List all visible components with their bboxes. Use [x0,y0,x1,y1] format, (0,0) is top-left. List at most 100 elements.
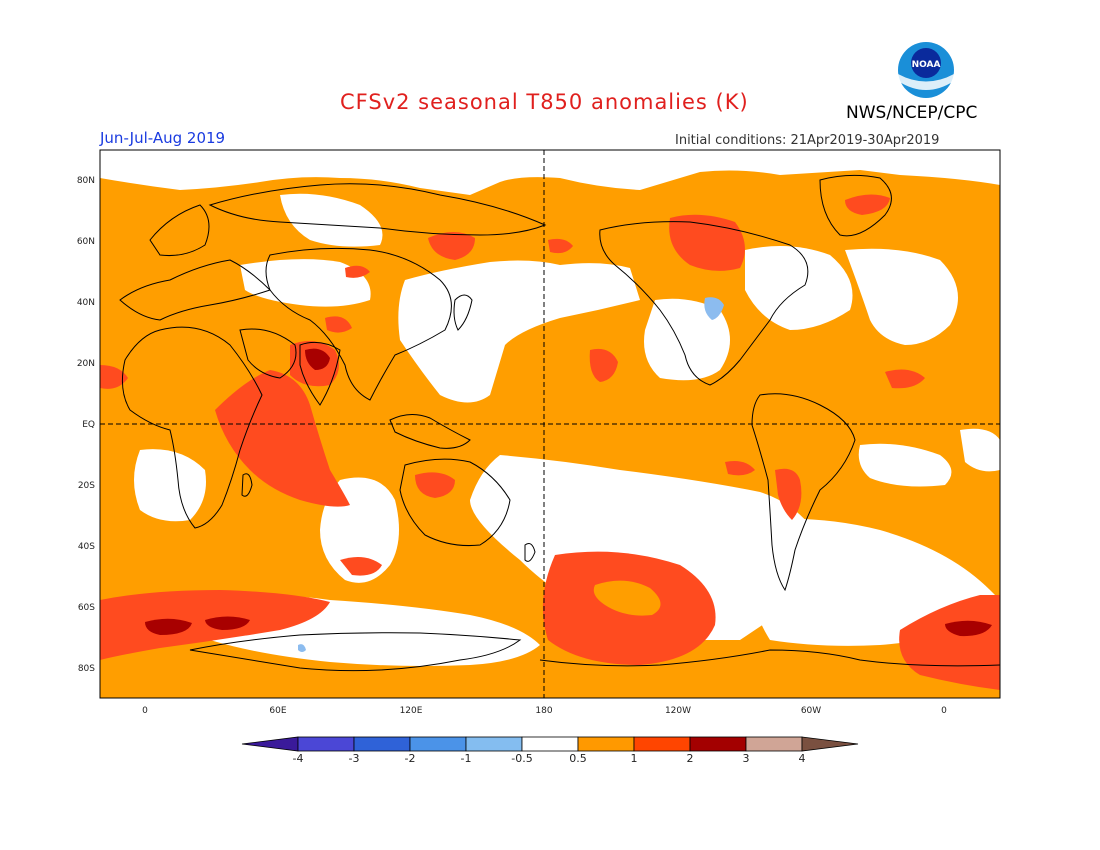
lon-label-60w: 60W [800,706,822,716]
lat-label-20s: 20S [77,481,95,491]
coast-india [299,341,341,406]
neutral-tropical-pacific [470,455,823,640]
agency-label: NWS/NCEP/CPC [846,103,978,123]
warm-southern-ocean-east [899,595,1000,690]
hot-southern-ocean-1 [145,618,192,635]
warm-northwest-australia [415,472,455,498]
chart-title: CFSv2 seasonal T850 anomalies (K) [340,90,749,114]
hot-southern-ocean-2 [205,616,250,630]
lat-label-40s: 40S [77,542,95,552]
colorbar-segment [465,736,523,752]
coast-south-america [751,393,856,592]
coast-asia [265,247,452,401]
neutral-west-africa [134,449,206,522]
coast-australia [399,458,511,546]
warm-middle-east-patch [325,316,352,333]
forecast-period: Jun-Jul-Aug 2019 [100,129,226,147]
coast-madagascar [241,473,253,497]
warm-greenland-patch [845,194,890,215]
coast-scandinavia [149,204,210,256]
lon-label-60e: 60E [269,706,287,716]
cool-regions [298,297,724,652]
colorbar-label-4: 4 [798,752,806,765]
coast-antarctica [189,632,1000,672]
warm-south-america [775,468,802,520]
colorbar-label-neg3: -3 [348,752,360,765]
warm-1-2K-regions [100,194,1000,690]
coast-siberia-arctic [208,183,547,236]
warm-canada [669,214,745,271]
warm-2-3K-regions [145,348,992,637]
cool-antarctic-patch [298,644,306,652]
colorbar-segment [745,736,803,752]
lon-label-120w: 120W [664,706,692,716]
lat-label-60n: 60N [76,237,95,247]
noaa-logo: NOAA [894,41,958,99]
neutral-regions [100,150,1000,666]
noaa-logo-text: NOAA [912,60,941,70]
colorbar-label-neg05: -0.5 [511,752,533,765]
lat-label-40n: 40N [76,298,95,308]
neutral-south-atlantic [858,443,952,487]
colorbar-segment [353,736,411,752]
lat-label-eq: EQ [82,420,95,430]
neutral-north-atlantic [845,248,958,345]
coast-japan [453,294,473,331]
colorbar-label-2: 2 [686,752,694,765]
warm-east-atlantic-patch [885,369,925,389]
lat-label-20n: 20N [76,359,95,369]
neutral-north-pacific [398,260,640,403]
coast-new-zealand [524,543,536,562]
colorbar-segments [241,736,859,752]
warm-east-pacific-patch [589,348,618,382]
coast-arabia [239,328,297,379]
colorbar-arrow-right [801,736,859,752]
colorbar-segment [521,736,579,752]
colorbar-label-neg1: -1 [460,752,472,765]
coast-greenland [819,174,892,237]
neutral-north-america [745,246,853,330]
coastlines [119,174,1000,672]
neutral-eurasia [280,193,383,247]
colorbar-segment [409,736,467,752]
lon-label-0-east: 0 [941,706,947,716]
hot-southern-ocean-3 [945,620,992,637]
colorbar-segment [689,736,747,752]
coast-maritime [389,414,471,449]
colorbar-segment [297,736,355,752]
warm-caspian-patch [345,265,370,278]
cool-north-america [704,297,724,320]
lon-label-180: 180 [535,706,553,716]
neutral-east-pacific [644,298,730,381]
lat-label-80n: 80N [76,176,95,186]
colorbar-label-neg2: -2 [404,752,416,765]
colorbar-label-neg4: -4 [292,752,304,765]
colorbar-arrow-left [241,736,299,752]
anomaly-field [100,150,1000,698]
colorbar-label-1: 1 [630,752,638,765]
neutral-east-atlantic-tropics [960,428,1000,472]
inner-cooler-core [593,580,661,616]
lat-label-80s: 80S [77,664,95,674]
warm-south-indian-patch [340,556,382,576]
lon-label-0: 0 [142,706,148,716]
warm-south-east-pacific-patch [725,461,755,476]
coast-africa [121,326,263,529]
neutral-central-asia [240,259,371,307]
initial-conditions: Initial conditions: 21Apr2019-30Apr2019 [675,133,940,148]
colorbar-label-3: 3 [742,752,750,765]
lon-label-120e: 120E [399,706,423,716]
coast-north-america [599,221,809,386]
warm-bering-patch [548,238,573,254]
neutral-arctic-band [100,150,1000,195]
lat-label-60s: 60S [77,603,95,613]
warm-east-africa-indian [215,370,350,507]
warm-west-africa-coast [100,365,128,389]
colorbar-segment [577,736,635,752]
hot-india [305,348,330,370]
colorbar-segment [633,736,691,752]
colorbar-label-05: 0.5 [569,752,587,765]
map-frame [99,149,1001,699]
